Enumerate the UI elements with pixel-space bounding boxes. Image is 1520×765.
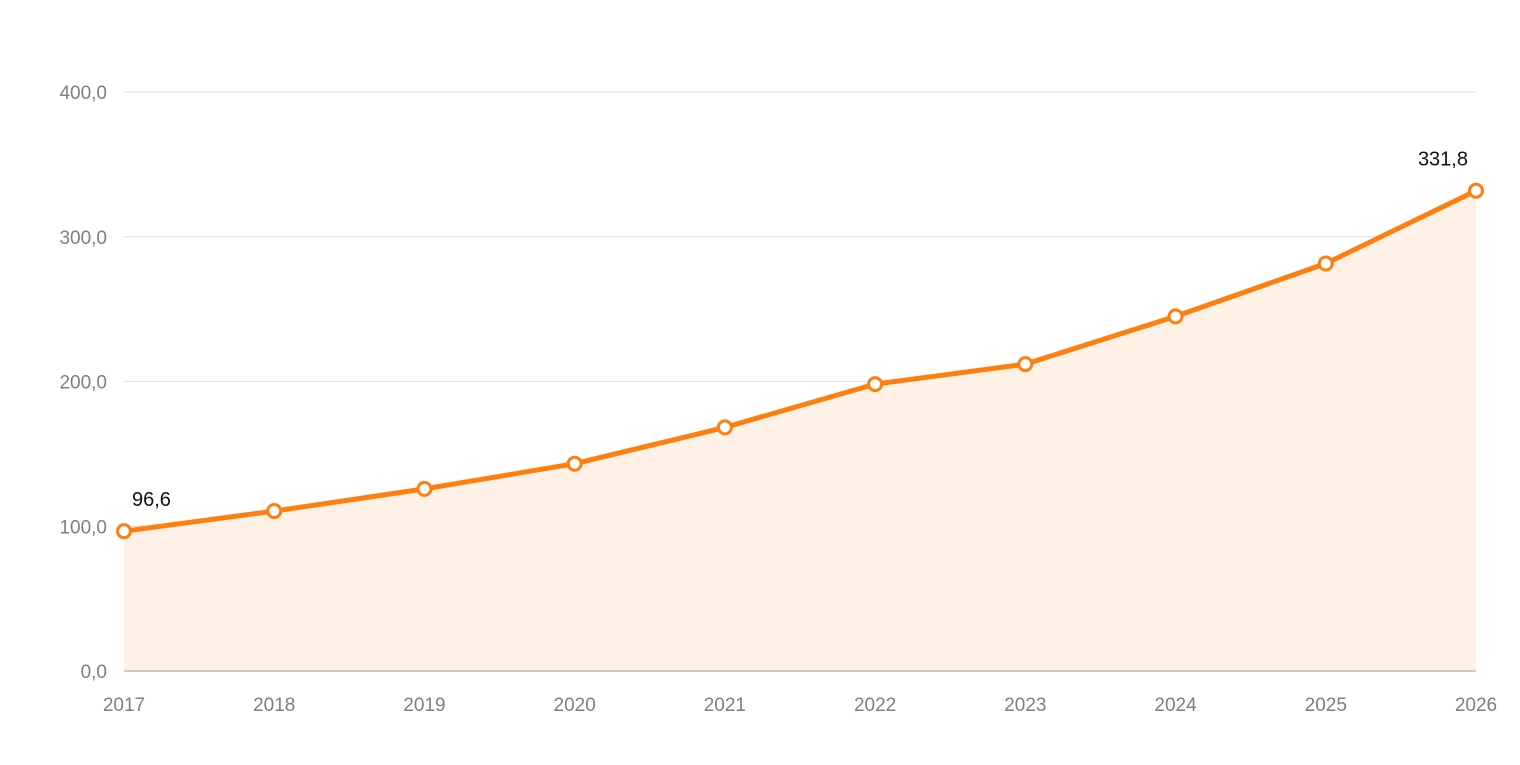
area-layer	[124, 190, 1476, 672]
x-tick-label: 2019	[403, 695, 445, 716]
series-area-fill	[124, 190, 1476, 672]
data-label: 331,8	[1418, 149, 1468, 171]
label-layer: 96,6 331,8	[132, 149, 1468, 511]
x-tick-label: 2021	[704, 695, 746, 716]
data-point[interactable]	[1317, 255, 1334, 272]
data-point[interactable]	[266, 503, 283, 520]
data-point[interactable]	[867, 376, 884, 393]
data-point[interactable]	[1017, 356, 1034, 373]
y-tick-label: 300,0	[59, 228, 107, 249]
x-tick-label: 2025	[1305, 695, 1347, 716]
data-point[interactable]	[566, 455, 583, 472]
x-tick-label: 2024	[1154, 695, 1197, 716]
data-point[interactable]	[416, 480, 433, 497]
x-tick-label: 2023	[1004, 695, 1046, 716]
y-tick-label: 400,0	[59, 83, 107, 104]
data-point[interactable]	[116, 523, 132, 540]
data-point[interactable]	[1468, 182, 1484, 199]
line-layer	[121, 188, 1479, 534]
y-tick-label: 200,0	[59, 373, 107, 394]
x-tick-label: 2026	[1455, 695, 1497, 716]
x-tick-label: 2018	[253, 695, 295, 716]
series-line	[121, 188, 1479, 534]
x-tick-label: 2017	[103, 695, 145, 716]
y-tick-label: 100,0	[59, 517, 107, 538]
data-point[interactable]	[716, 419, 733, 436]
data-label: 96,6	[132, 489, 171, 511]
axis-layer: 0,0 100,0 200,0 300,0 400,0 2017 2018 2019 2020 2…	[59, 83, 1497, 716]
x-tick-label: 2020	[554, 695, 596, 716]
data-point[interactable]	[1167, 308, 1184, 325]
x-tick-label: 2022	[854, 695, 896, 716]
point-layer	[116, 182, 1484, 540]
y-tick-label: 0,0	[81, 662, 107, 683]
